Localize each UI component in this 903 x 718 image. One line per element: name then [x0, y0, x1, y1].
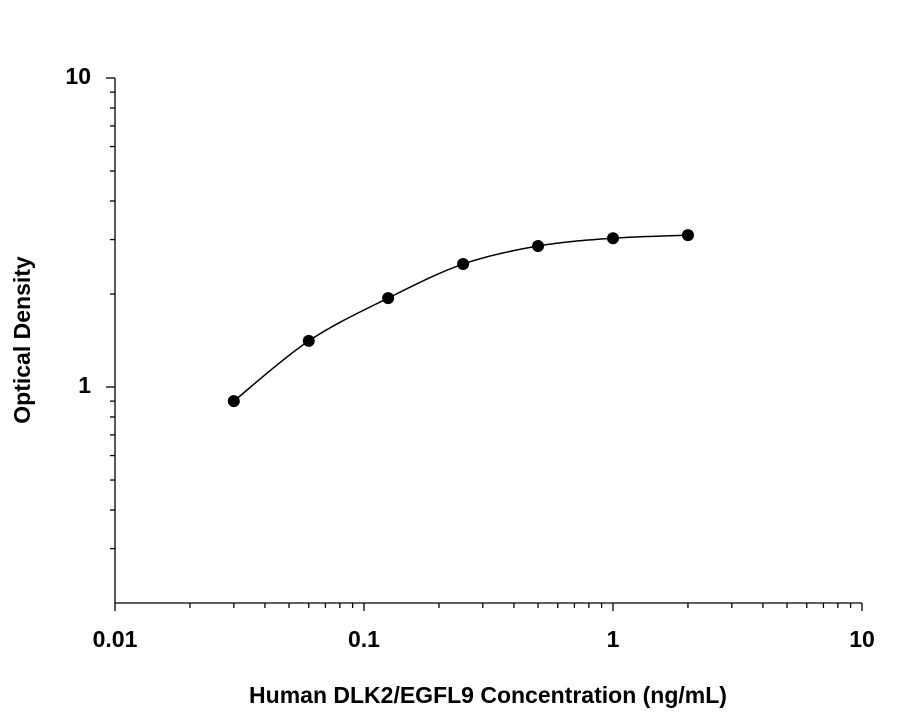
data-point: [681, 229, 694, 242]
x-tick-label: 0.1: [348, 626, 380, 652]
data-point: [302, 334, 315, 347]
data-point: [382, 292, 395, 305]
data-point: [607, 232, 619, 245]
y-tick-label: 1: [78, 372, 91, 398]
data-point: [227, 395, 240, 408]
y-axis-label: Optical Density: [9, 256, 35, 424]
data-point: [457, 258, 470, 271]
x-tick-label: 10: [849, 626, 875, 652]
y-tick-label: 10: [65, 63, 91, 89]
x-tick-label: 0.01: [93, 626, 138, 652]
x-tick-label: 1: [607, 626, 620, 652]
data-point: [532, 239, 545, 252]
x-axis-label: Human DLK2/EGFL9 Concentration (ng/mL): [249, 682, 727, 708]
